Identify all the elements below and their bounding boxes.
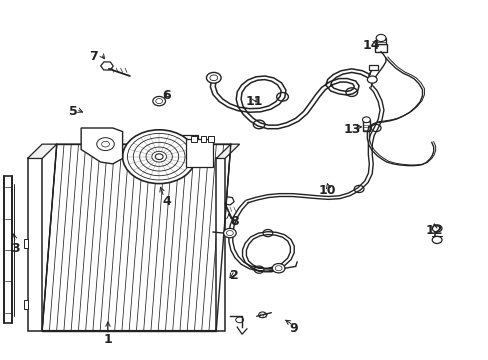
- Circle shape: [362, 117, 369, 123]
- Text: 10: 10: [318, 184, 335, 197]
- Circle shape: [366, 76, 376, 83]
- Polygon shape: [27, 144, 57, 158]
- Bar: [375, 38, 385, 44]
- Bar: [185, 139, 212, 167]
- Bar: [374, 44, 386, 51]
- Text: 4: 4: [162, 195, 170, 208]
- Text: 3: 3: [11, 242, 20, 255]
- Circle shape: [375, 35, 385, 41]
- Text: 2: 2: [230, 269, 239, 282]
- Polygon shape: [81, 128, 122, 164]
- Circle shape: [272, 264, 285, 273]
- Bar: [24, 300, 27, 309]
- Bar: [368, 65, 377, 69]
- Text: 5: 5: [69, 105, 78, 118]
- Text: 7: 7: [89, 50, 98, 63]
- Text: 8: 8: [230, 215, 239, 228]
- Bar: [207, 136, 213, 142]
- Text: 13: 13: [343, 123, 360, 136]
- Circle shape: [223, 228, 236, 238]
- Text: 9: 9: [288, 322, 297, 335]
- Bar: [362, 121, 369, 131]
- Polygon shape: [216, 158, 224, 330]
- Circle shape: [122, 130, 195, 184]
- Bar: [24, 239, 27, 248]
- Circle shape: [431, 225, 441, 232]
- Bar: [190, 136, 196, 142]
- Bar: [200, 136, 206, 142]
- Circle shape: [431, 236, 441, 243]
- Polygon shape: [42, 144, 230, 330]
- Text: 11: 11: [245, 95, 263, 108]
- Circle shape: [155, 154, 163, 159]
- Text: 1: 1: [103, 333, 112, 346]
- Text: 6: 6: [162, 89, 170, 102]
- Polygon shape: [27, 158, 42, 330]
- Text: 14: 14: [362, 39, 379, 52]
- Polygon shape: [216, 144, 239, 158]
- Bar: [157, 135, 198, 166]
- Text: 12: 12: [425, 224, 443, 237]
- Circle shape: [206, 72, 221, 83]
